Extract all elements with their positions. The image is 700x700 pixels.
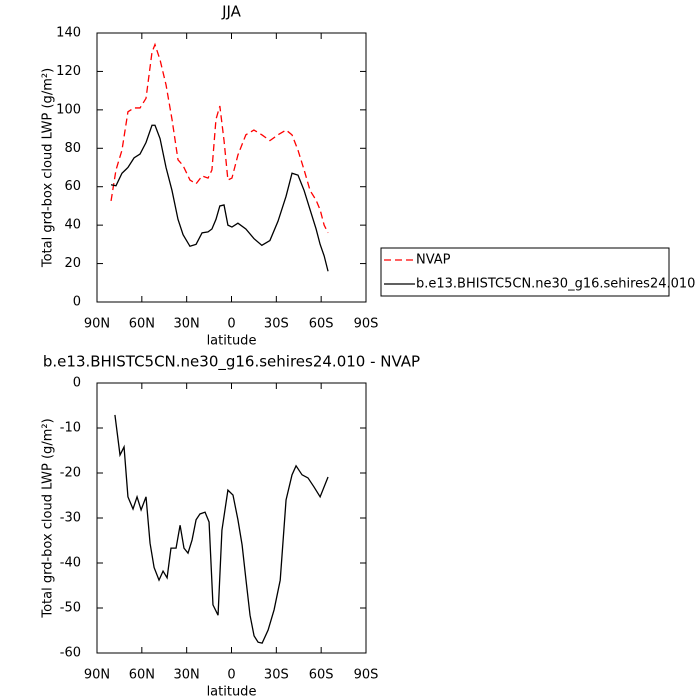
y-tick-label: -30 (60, 511, 81, 526)
y-tick-label: 0 (73, 295, 81, 310)
data-line (110, 42, 329, 234)
data-line (110, 124, 329, 272)
x-tick-label: 30S (264, 317, 289, 332)
x-tick-label: 90S (354, 317, 379, 332)
plot-frame (96, 382, 367, 654)
x-tick-label: 30N (174, 317, 200, 332)
x-axis-label: latitude (207, 334, 257, 349)
legend-label: b.e13.BHISTC5CN.ne30_g16.sehires24.010 (416, 277, 695, 292)
y-axis-label: Total grd-box cloud LWP (g/m²) (41, 418, 56, 618)
y-tick-label: -40 (60, 556, 81, 571)
y-tick-label: -50 (60, 601, 81, 616)
data-line (114, 414, 329, 644)
y-tick-label: 40 (64, 218, 81, 233)
x-tick-label: 90N (84, 668, 110, 683)
y-tick-label: 0 (73, 376, 81, 391)
y-tick-label: 140 (56, 26, 81, 41)
y-axis-label: Total grd-box cloud LWP (g/m²) (41, 68, 56, 268)
x-tick-label: 0 (227, 668, 235, 683)
x-tick-label: 60N (129, 317, 155, 332)
x-tick-label: 90N (84, 317, 110, 332)
legend-label: NVAP (416, 253, 451, 268)
y-tick-label: 120 (56, 64, 81, 79)
y-tick-label: 60 (64, 179, 81, 194)
x-tick-label: 30N (174, 668, 200, 683)
x-tick-label: 60S (309, 317, 334, 332)
y-tick-label: 20 (64, 256, 81, 271)
x-tick-label: 60N (129, 668, 155, 683)
legend-box (380, 247, 670, 297)
chart-title: JJA (221, 3, 242, 21)
x-tick-label: 30S (264, 668, 289, 683)
x-tick-label: 60S (309, 668, 334, 683)
y-tick-label: 80 (64, 141, 81, 156)
x-axis-label: latitude (207, 685, 257, 700)
y-tick-label: -20 (60, 466, 81, 481)
x-tick-label: 0 (227, 317, 235, 332)
y-tick-label: 100 (56, 102, 81, 117)
y-tick-label: -10 (60, 421, 81, 436)
x-tick-label: 90S (354, 668, 379, 683)
chart-title: b.e13.BHISTC5CN.ne30_g16.sehires24.010 -… (43, 353, 420, 372)
y-tick-label: -60 (60, 646, 81, 661)
